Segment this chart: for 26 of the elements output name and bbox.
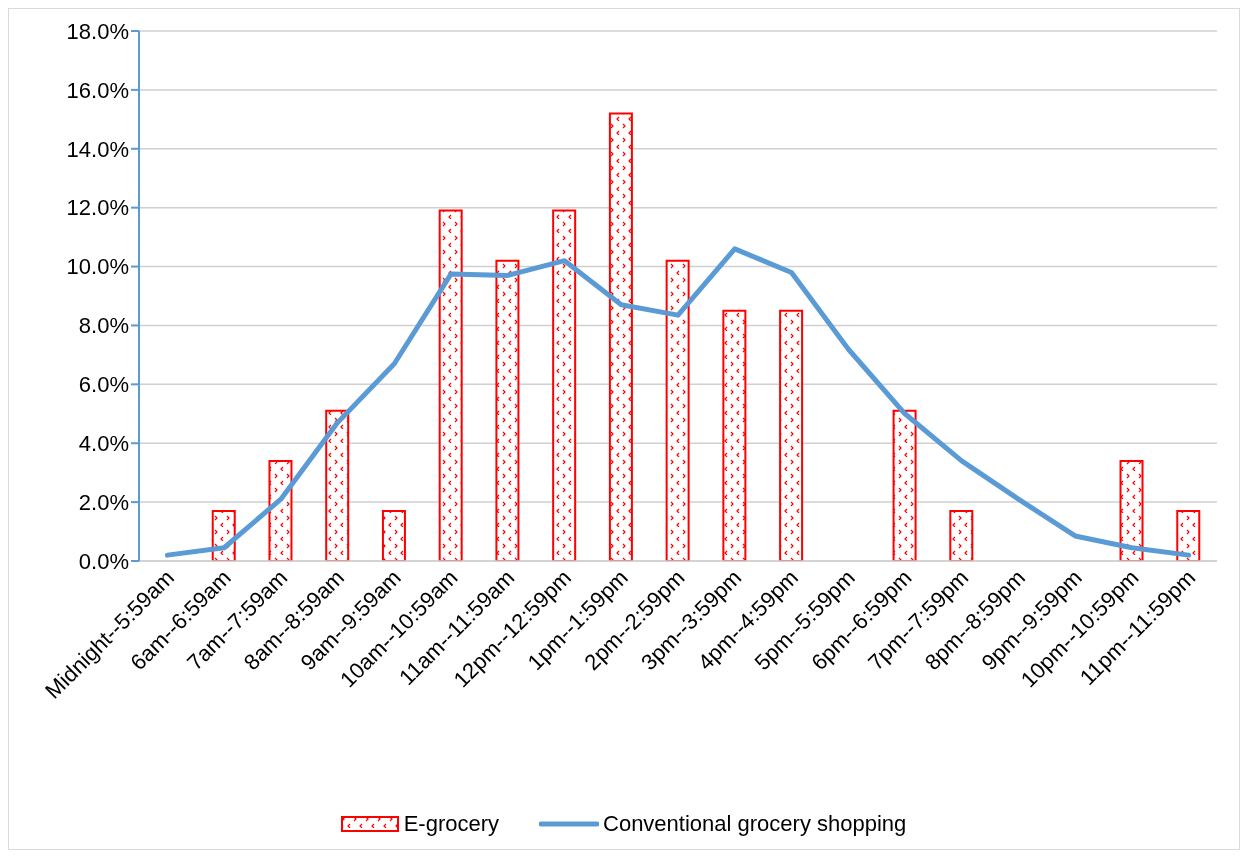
y-tick-label: 2.0% (78, 489, 129, 515)
bar (438, 209, 463, 561)
bar (325, 409, 350, 561)
bar (552, 209, 577, 561)
y-tick-label: 10.0% (66, 254, 129, 280)
bar (1176, 509, 1201, 561)
y-tick-label: 8.0% (78, 313, 129, 339)
y-tick-label: 16.0% (66, 77, 129, 103)
bar (608, 112, 633, 561)
y-tick-label: 12.0% (66, 195, 129, 221)
bar (1119, 459, 1144, 561)
bar (268, 459, 293, 561)
y-tick-label: 4.0% (78, 431, 129, 457)
y-tick-label: 6.0% (78, 372, 129, 398)
y-tick-label: 18.0% (66, 18, 129, 44)
bar (722, 309, 747, 561)
bar (949, 509, 974, 561)
bar (665, 259, 690, 561)
bar (892, 409, 917, 561)
bar (381, 509, 406, 561)
legend-label: Conventional grocery shopping (603, 811, 907, 837)
y-tick-label: 0.0% (78, 548, 129, 574)
bar (779, 309, 804, 561)
bar (495, 259, 520, 561)
legend-label: E-grocery (403, 811, 500, 837)
y-tick-label: 14.0% (66, 136, 129, 162)
